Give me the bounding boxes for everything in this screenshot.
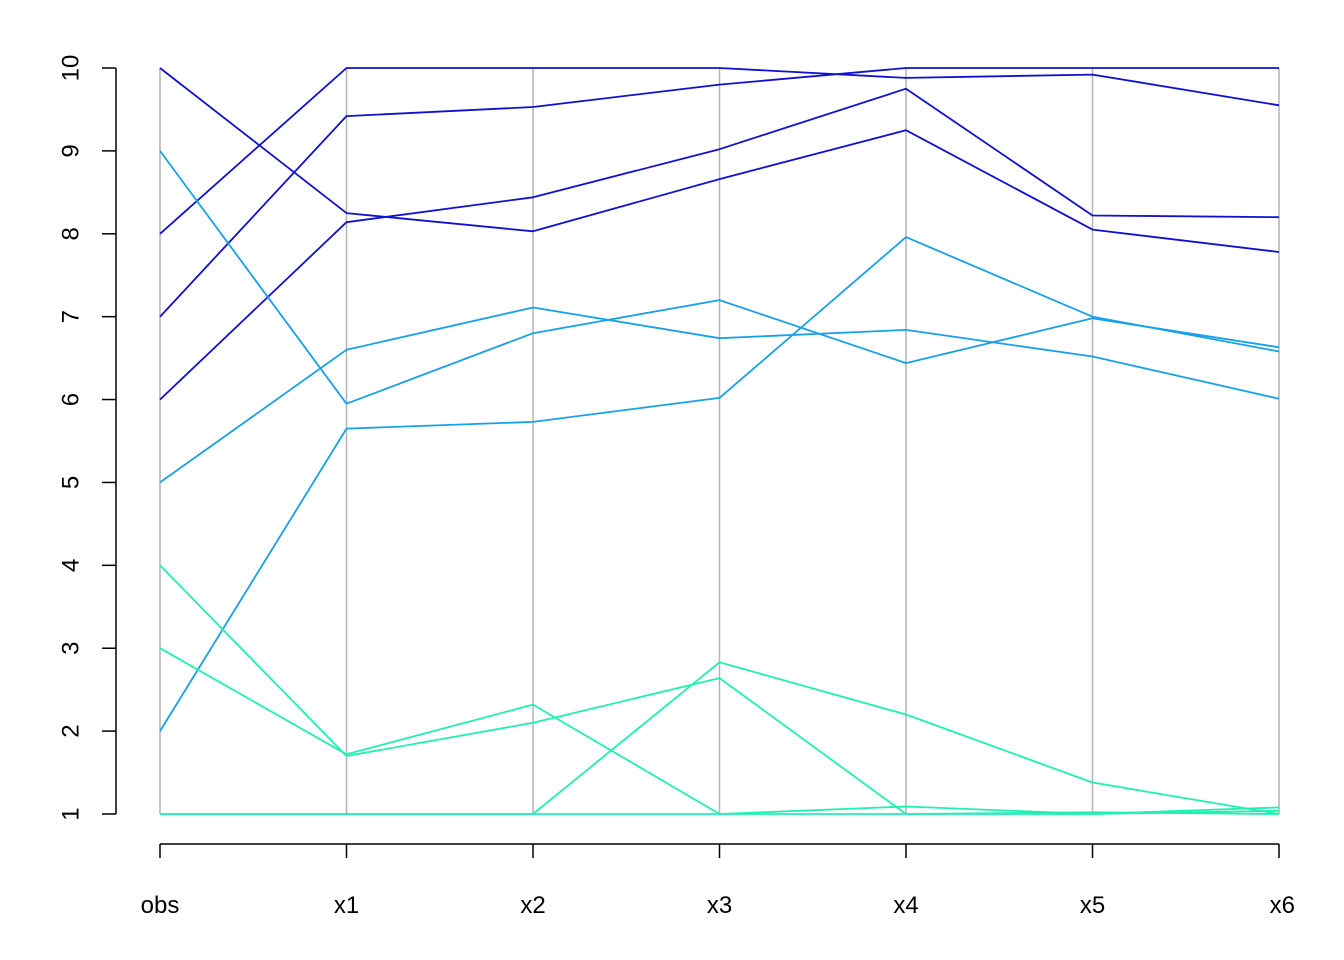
series-line-7 <box>159 236 1280 732</box>
series-line-1 <box>159 67 1280 253</box>
x-tick-label: x3 <box>707 892 732 919</box>
y-tick-label: 10 <box>58 55 85 82</box>
x-tick-label: x4 <box>893 892 918 919</box>
series-line-11 <box>160 805 1280 815</box>
y-axis: 1 2 3 4 5 6 7 8 9 10 <box>58 55 117 821</box>
y-tick-label: 9 <box>58 144 85 157</box>
x-tick-label: x6 <box>1270 892 1295 919</box>
x-tick-label: x1 <box>334 892 359 919</box>
y-tick-label: 2 <box>58 724 85 737</box>
series-line-6 <box>159 306 1280 484</box>
series-lines <box>159 67 1280 815</box>
y-tick-label: 3 <box>58 642 85 655</box>
x-tick-label: obs <box>141 892 180 919</box>
category-axis-lines <box>159 68 1280 814</box>
y-tick-label: 5 <box>58 476 85 489</box>
x-axis: obs x1 x2 x3 x4 x5 x6 <box>141 843 1295 919</box>
series-line-4 <box>159 87 1280 401</box>
series-line-3 <box>159 67 1279 318</box>
series-line-5 <box>159 150 1280 405</box>
y-tick-label: 1 <box>58 807 85 820</box>
series-line-2 <box>159 67 1280 235</box>
y-tick-label: 6 <box>58 393 85 406</box>
y-tick-label: 8 <box>58 227 85 240</box>
x-tick-label: x2 <box>520 892 545 919</box>
y-tick-label: 4 <box>58 559 85 572</box>
y-tick-label: 7 <box>58 310 85 323</box>
x-tick-label: x5 <box>1080 892 1105 919</box>
